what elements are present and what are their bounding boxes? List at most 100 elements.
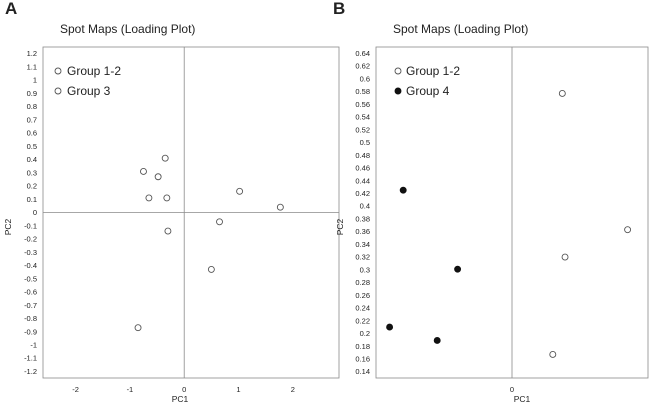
panel-a-y-tick-label: -0.5 — [24, 274, 37, 283]
panel-a-y-tick-label: 0 — [33, 208, 37, 217]
panel-a-x-tick-label: -2 — [72, 385, 79, 394]
panel-b-y-tick-label: 0.44 — [355, 176, 370, 185]
panel-a-point-open — [236, 187, 244, 195]
panel-b-x-tick-label: 0 — [510, 385, 514, 394]
panel-a-y-tick-label: 0.4 — [27, 155, 37, 164]
panel-a-x-tick-label: -1 — [127, 385, 134, 394]
panel-b-point-filled — [386, 323, 394, 331]
panel-a-legend-marker-2 — [54, 87, 62, 95]
panel-a-y-tick-label: 1.1 — [27, 62, 37, 71]
panel-a-y-axis-label: PC2 — [3, 218, 13, 235]
panel-a-y-tick-label: -1 — [30, 341, 37, 350]
panel-b-y-tick-label: 0.16 — [355, 355, 370, 364]
panel-a-y-tick-label: 1.2 — [27, 49, 37, 58]
panel-a-y-tick-label: 0.9 — [27, 89, 37, 98]
panel-b-y-tick-label: 0.56 — [355, 100, 370, 109]
panel-a-letter: A — [5, 0, 17, 18]
panel-b-legend-marker-2 — [394, 87, 402, 95]
panel-a-point-open — [145, 194, 153, 202]
panel-b-legend-label-2: Group 4 — [406, 84, 450, 98]
panel-a-y-tick-label: -0.2 — [24, 235, 37, 244]
panel-a-y-tick-label: -1.1 — [24, 354, 37, 363]
panel-a-point-open — [140, 168, 147, 175]
panel-b-y-axis-label: PC2 — [335, 218, 345, 235]
panel-a-y-tick-label: -0.6 — [24, 288, 37, 297]
panel-b-point-filled — [433, 336, 441, 344]
panel-b-point-filled — [399, 186, 407, 194]
panel-b-point-open — [558, 90, 566, 97]
panel-a-y-tick-label: -1.2 — [24, 367, 37, 376]
panel-b-point-filled — [454, 265, 462, 273]
panel-b-legend-marker-1 — [394, 67, 402, 75]
panel-b-y-tick-label: 0.32 — [355, 253, 370, 262]
panel-a-y-tick-label: -0.1 — [24, 221, 37, 230]
panel-a-y-tick-label: -0.4 — [24, 261, 37, 270]
panel-b-y-tick-label: 0.24 — [355, 304, 370, 313]
panel-a-point-open — [164, 227, 172, 235]
panel-a-y-tick-label: 0.7 — [27, 115, 37, 124]
panel-b-points — [386, 90, 632, 358]
panel-b-y-tick-label: 0.58 — [355, 87, 370, 96]
panel-a-x-axis-label: PC1 — [172, 394, 189, 404]
panel-b-y-tick-label: 0.3 — [360, 265, 370, 274]
panel-a-y-tick-label: 0.2 — [27, 182, 37, 191]
panel-a-title: Spot Maps (Loading Plot) — [60, 22, 195, 36]
panel-b-y-tick-label: 0.34 — [355, 240, 370, 249]
panel-b-y-tick-label: 0.36 — [355, 227, 370, 236]
panel-b-point-open — [624, 226, 632, 234]
panel-a-y-tick-label: 0.1 — [27, 195, 37, 204]
panel-a-x-ticks: -2 -1 0 1 2 — [72, 385, 295, 394]
panel-a-legend-marker-1 — [54, 67, 62, 75]
panel-a-point-open — [276, 203, 284, 211]
panel-b-y-tick-label: 0.4 — [360, 202, 370, 211]
panel-b-y-tick-label: 0.52 — [355, 125, 370, 134]
panel-b-point-open — [561, 253, 569, 261]
panel-a-x-tick-label: 2 — [291, 385, 295, 394]
panel-a-point-open — [161, 154, 169, 162]
panel-a-y-tick-label: 0.5 — [27, 142, 37, 151]
panel-b-y-tick-label: 0.28 — [355, 278, 370, 287]
panel-a: A Spot Maps (Loading Plot) -2 -1 0 1 2 1.21.… — [3, 0, 340, 404]
panel-a-y-tick-label: -0.9 — [24, 327, 37, 336]
panel-a-legend-label-2: Group 3 — [67, 84, 111, 98]
panel-b-y-ticks: 0.64 0.62 0.6 0.58 0.56 0.54 0.52 0.5 0.48 0.46 0.… — [355, 49, 370, 376]
panel-b-y-tick-label: 0.5 — [360, 138, 370, 147]
panel-b-title: Spot Maps (Loading Plot) — [393, 22, 528, 36]
panel-b-y-tick-label: 0.46 — [355, 164, 370, 173]
panel-b-letter: B — [333, 0, 345, 18]
panel-b-legend-label-1: Group 1-2 — [406, 64, 460, 78]
panel-b-y-tick-label: 0.64 — [355, 49, 370, 58]
panel-b-y-tick-label: 0.6 — [360, 74, 370, 83]
panel-a-y-tick-label: -0.7 — [24, 301, 37, 310]
panel-b-y-tick-label: 0.38 — [355, 214, 370, 223]
panel-b-y-tick-label: 0.48 — [355, 151, 370, 160]
panel-b-y-tick-label: 0.26 — [355, 291, 370, 300]
panel-a-point-open — [216, 218, 223, 226]
panel-b-y-tick-label: 0.62 — [355, 62, 370, 71]
panel-b-x-axis-label: PC1 — [514, 394, 531, 404]
panel-a-y-tick-label: 0.3 — [27, 168, 37, 177]
panel-b-y-tick-label: 0.42 — [355, 189, 370, 198]
panel-a-x-tick-label: 0 — [182, 385, 186, 394]
panel-a-y-tick-label: 1 — [33, 76, 37, 85]
panel-b: B Spot Maps (Loading Plot) 0 0.64 0.62 0.6… — [333, 0, 649, 404]
panel-a-y-ticks: 1.2 1.1 1 0.9 0.8 0.7 0.6 0.5 0.4 0.3 0.2 0.1 0 -0.1 -… — [24, 49, 37, 376]
panel-b-y-tick-label: 0.2 — [360, 329, 370, 338]
panel-a-points — [134, 154, 284, 332]
panel-a-point-open — [134, 324, 142, 332]
panel-a-y-tick-label: 0.8 — [27, 102, 37, 111]
panel-a-point-open — [163, 194, 171, 202]
panel-b-point-open — [549, 350, 557, 358]
panel-a-point-open — [207, 265, 215, 273]
panel-b-y-tick-label: 0.22 — [355, 316, 370, 325]
panel-a-point-open — [154, 173, 162, 181]
panel-a-y-tick-label: -0.3 — [24, 248, 37, 257]
panel-a-y-tick-label: 0.6 — [27, 129, 37, 138]
panel-b-x-ticks: 0 — [510, 385, 514, 394]
panel-b-y-tick-label: 0.14 — [355, 367, 370, 376]
panel-a-x-tick-label: 1 — [236, 385, 240, 394]
panel-a-y-tick-label: -0.8 — [24, 314, 37, 323]
panel-b-y-tick-label: 0.18 — [355, 342, 370, 351]
panel-a-legend-label-1: Group 1-2 — [67, 64, 121, 78]
